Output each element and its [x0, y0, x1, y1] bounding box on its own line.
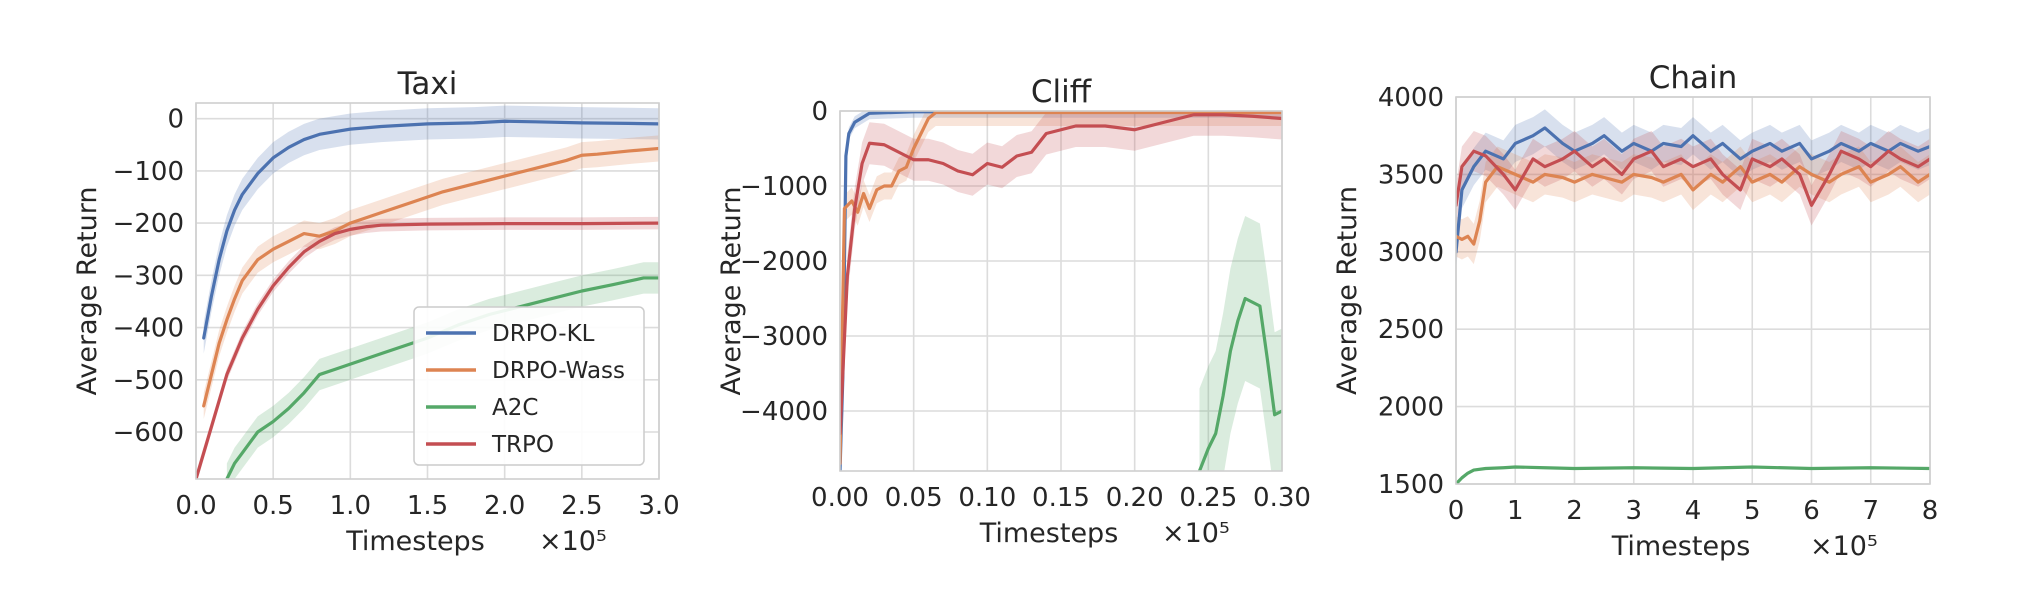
plot-area — [840, 111, 1282, 471]
y-tick-label: 0 — [167, 105, 184, 135]
y-tick-label: 4000 — [1378, 83, 1444, 113]
y-tick-label: −3000 — [740, 322, 828, 352]
band-drpo-wass — [203, 135, 659, 419]
y-tick-label: −4000 — [740, 397, 828, 427]
x-tick-label: 2 — [1566, 496, 1583, 526]
chart-title: Cliff — [1031, 74, 1092, 110]
series-line-drpo-kl — [1456, 126, 1930, 254]
x-axis-label: Timesteps — [345, 526, 485, 557]
chain-panel: 0 1 2 3 4 5 6 7 8 1500 2000 2500 3000 3500 4000 Chain Ti… — [1332, 60, 1938, 562]
plot-frame — [195, 102, 660, 480]
y-tick-label: 2500 — [1378, 315, 1444, 345]
x-tick-label: 7 — [1862, 496, 1879, 526]
x-tick-label: 0.30 — [1253, 483, 1311, 513]
x-tick-label: 0.15 — [1032, 483, 1090, 513]
series-line-a2c — [1197, 296, 1282, 471]
x-tick-label: 0.0 — [175, 491, 216, 521]
legend-label-a2c: A2C — [492, 395, 538, 421]
x-tick-label: 3 — [1625, 496, 1642, 526]
x-tick-label: 1.5 — [407, 491, 448, 521]
x-tick-label: 0.10 — [958, 483, 1016, 513]
y-tick-label: −300 — [113, 261, 184, 291]
y-axis-label: Average Return — [716, 186, 747, 395]
series-line-drpo-wass — [840, 111, 1282, 466]
y-tick-label: −600 — [113, 418, 184, 448]
chart-title: Taxi — [397, 66, 458, 102]
x-tick-label: 3.0 — [638, 491, 679, 521]
legend-box — [413, 306, 645, 466]
legend: DRPO-KL DRPO-Wass A2C TRPO — [413, 306, 645, 466]
x-tick-label: 0.5 — [252, 491, 293, 521]
x-tick-label: 2.5 — [561, 491, 602, 521]
x-multiplier-label: ×10⁵ — [1810, 531, 1878, 562]
x-tick-label: 0.20 — [1106, 483, 1164, 513]
plot-frame — [1455, 96, 1931, 485]
series-line-drpo-wass — [202, 146, 659, 408]
series-line-drpo-wass — [1456, 165, 1930, 246]
series-line-a2c — [1456, 465, 1930, 484]
x-tick-label: 0.00 — [811, 483, 869, 513]
plot-area — [1456, 109, 1930, 484]
x-tick-label: 2.0 — [484, 491, 525, 521]
series-line-a2c — [225, 276, 659, 479]
series-line-trpo — [1456, 149, 1930, 207]
x-multiplier-label: ×10⁵ — [539, 526, 607, 557]
legend-label-drpo-wass: DRPO-Wass — [492, 358, 625, 384]
x-axis-label: Timesteps — [1611, 531, 1751, 562]
y-tick-label: 2000 — [1378, 393, 1444, 423]
x-tick-label: 1 — [1507, 496, 1524, 526]
y-tick-label: −2000 — [740, 247, 828, 277]
y-tick-label: 3500 — [1378, 160, 1444, 190]
legend-label-drpo-kl: DRPO-KL — [492, 321, 595, 347]
y-tick-label: 0 — [811, 97, 828, 127]
y-tick-label: −1000 — [740, 172, 828, 202]
series-line-trpo — [196, 221, 659, 479]
legend-label-trpo: TRPO — [491, 432, 554, 458]
x-multiplier-label: ×10⁵ — [1162, 518, 1230, 549]
x-tick-label: 4 — [1685, 496, 1702, 526]
plot-frame — [839, 110, 1283, 472]
y-tick-label: 1500 — [1378, 470, 1444, 500]
y-tick-label: −200 — [113, 209, 184, 239]
plot-area — [196, 105, 659, 479]
y-axis-label: Average Return — [72, 186, 103, 395]
y-tick-label: −100 — [113, 157, 184, 187]
y-tick-label: 3000 — [1378, 238, 1444, 268]
x-tick-label: 0.25 — [1179, 483, 1237, 513]
x-tick-label: 0.05 — [885, 483, 943, 513]
x-axis-label: Timesteps — [979, 518, 1119, 549]
cliff-panel: 0.00 0.05 0.10 0.15 0.20 0.25 0.30 0 −1000 −2000 −… — [716, 74, 1311, 549]
series-line-drpo-kl — [202, 119, 659, 340]
x-tick-label: 1.0 — [330, 491, 371, 521]
taxi-panel: 0.0 0.5 1.0 1.5 2.0 2.5 3.0 0 −100 −200 −300 −400 −5… — [72, 66, 680, 557]
y-tick-label: −500 — [113, 366, 184, 396]
band-drpo-kl — [203, 105, 659, 354]
x-tick-label: 0 — [1448, 496, 1465, 526]
x-tick-label: 8 — [1922, 496, 1939, 526]
x-tick-label: 6 — [1803, 496, 1820, 526]
y-axis-label: Average Return — [1332, 186, 1363, 395]
x-tick-label: 5 — [1744, 496, 1761, 526]
y-tick-label: −400 — [113, 314, 184, 344]
chart-title: Chain — [1649, 60, 1738, 96]
series-line-trpo — [840, 113, 1282, 436]
